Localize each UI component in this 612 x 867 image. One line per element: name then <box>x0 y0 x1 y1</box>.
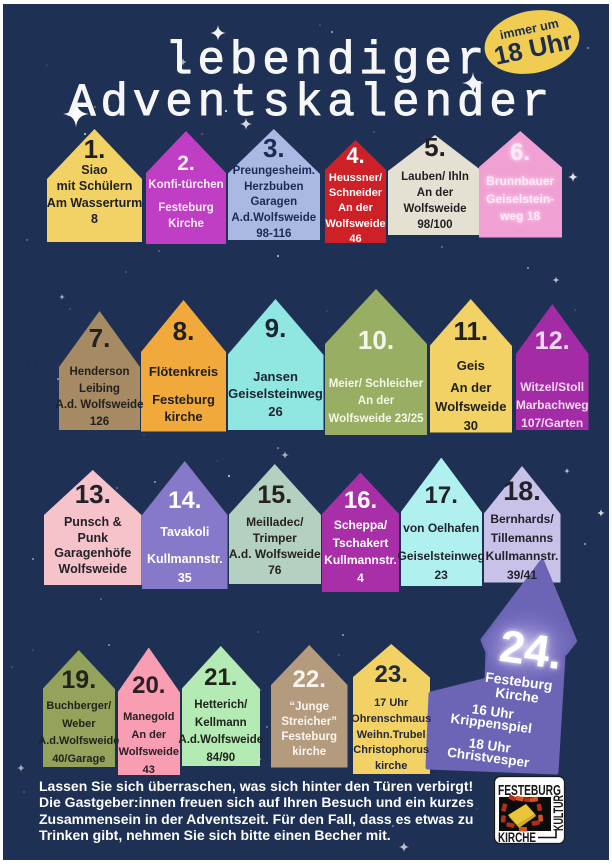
svg-text:FESTEBURG: FESTEBURG <box>498 783 561 799</box>
svg-text:KIRCHE: KIRCHE <box>498 830 536 845</box>
svg-text:KULTUR: KULTUR <box>551 795 566 831</box>
